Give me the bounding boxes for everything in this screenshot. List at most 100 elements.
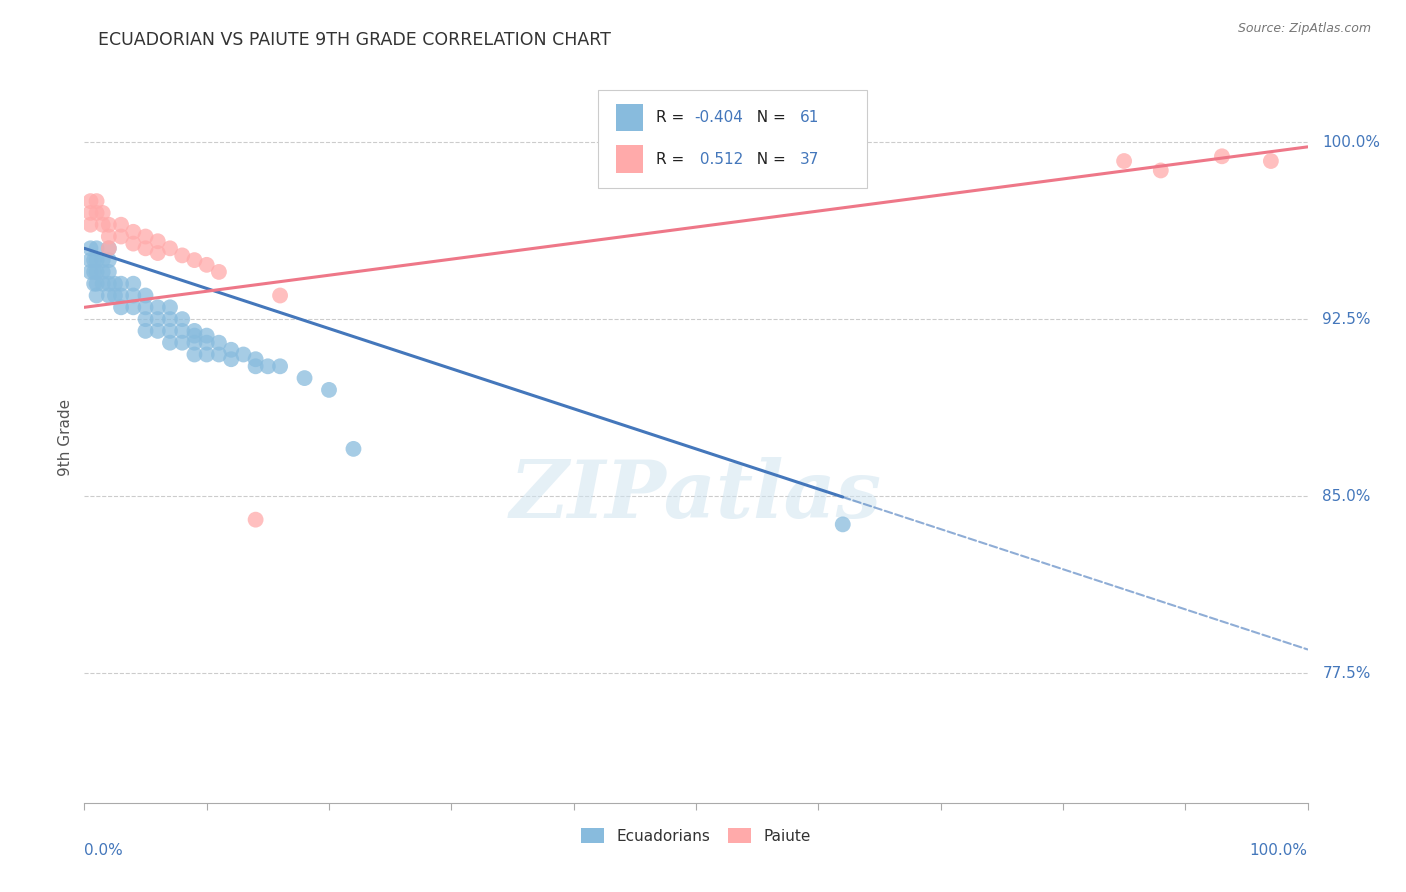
Text: 100.0%: 100.0%	[1322, 135, 1381, 150]
Point	[122, 236, 145, 251]
Text: ECUADORIAN VS PAIUTE 9TH GRADE CORRELATION CHART: ECUADORIAN VS PAIUTE 9TH GRADE CORRELATI…	[98, 31, 612, 49]
Point	[208, 347, 231, 361]
Text: R =: R =	[655, 152, 689, 167]
FancyBboxPatch shape	[616, 145, 644, 173]
Point	[245, 359, 267, 374]
Point	[83, 265, 105, 279]
Point	[110, 301, 132, 315]
Point	[232, 347, 254, 361]
Point	[844, 170, 866, 185]
Point	[86, 206, 108, 220]
Point	[195, 335, 218, 350]
Point	[135, 301, 157, 315]
Point	[91, 277, 114, 291]
Point	[195, 347, 218, 361]
Text: Source: ZipAtlas.com: Source: ZipAtlas.com	[1237, 22, 1371, 36]
Point	[172, 248, 194, 262]
Point	[208, 335, 231, 350]
Point	[135, 324, 157, 338]
Point	[79, 241, 101, 255]
Point	[159, 301, 181, 315]
Point	[734, 163, 756, 178]
Point	[86, 288, 108, 302]
Point	[807, 170, 830, 185]
Point	[172, 324, 194, 338]
Point	[219, 343, 242, 357]
Point	[122, 225, 145, 239]
Point	[79, 265, 101, 279]
Point	[183, 328, 205, 343]
Point	[146, 246, 169, 260]
Point	[86, 253, 108, 268]
Point	[122, 301, 145, 315]
Point	[135, 229, 157, 244]
Point	[1260, 154, 1282, 169]
Point	[79, 194, 101, 208]
Point	[159, 324, 181, 338]
Point	[97, 241, 120, 255]
Point	[269, 288, 291, 302]
Point	[831, 517, 853, 532]
Point	[122, 288, 145, 302]
Point	[172, 312, 194, 326]
Text: -0.404: -0.404	[695, 110, 744, 125]
Point	[79, 218, 101, 232]
Point	[183, 347, 205, 361]
Point	[146, 234, 169, 248]
Point	[208, 265, 231, 279]
Point	[97, 229, 120, 244]
Point	[770, 163, 793, 178]
Point	[135, 312, 157, 326]
Point	[135, 241, 157, 255]
Point	[97, 288, 120, 302]
Point	[159, 312, 181, 326]
Point	[110, 229, 132, 244]
Point	[86, 194, 108, 208]
Point	[122, 277, 145, 291]
Text: 92.5%: 92.5%	[1322, 311, 1371, 326]
Text: 0.0%: 0.0%	[84, 843, 124, 858]
Point	[183, 253, 205, 268]
Point	[97, 277, 120, 291]
Point	[269, 359, 291, 374]
Point	[146, 312, 169, 326]
Point	[104, 277, 127, 291]
Point	[110, 218, 132, 232]
Point	[91, 218, 114, 232]
Text: R =: R =	[655, 110, 689, 125]
Point	[97, 241, 120, 255]
Point	[146, 301, 169, 315]
Point	[1150, 163, 1173, 178]
Point	[135, 288, 157, 302]
Point	[146, 324, 169, 338]
Point	[721, 159, 744, 173]
Point	[219, 352, 242, 367]
Point	[110, 277, 132, 291]
Y-axis label: 9th Grade: 9th Grade	[58, 399, 73, 475]
Point	[1114, 154, 1136, 169]
Point	[86, 277, 108, 291]
FancyBboxPatch shape	[616, 103, 644, 131]
Point	[245, 513, 267, 527]
Point	[747, 170, 769, 185]
Text: N =: N =	[748, 152, 792, 167]
Point	[97, 218, 120, 232]
Text: ZIPatlas: ZIPatlas	[510, 457, 882, 534]
Point	[159, 335, 181, 350]
Point	[79, 253, 101, 268]
Point	[747, 154, 769, 169]
Text: 77.5%: 77.5%	[1322, 665, 1371, 681]
Point	[294, 371, 316, 385]
Point	[86, 241, 108, 255]
Point	[159, 241, 181, 255]
FancyBboxPatch shape	[598, 90, 868, 188]
Point	[318, 383, 340, 397]
Point	[342, 442, 364, 456]
Text: 61: 61	[800, 110, 820, 125]
Point	[195, 328, 218, 343]
Text: 37: 37	[800, 152, 820, 167]
Point	[83, 277, 105, 291]
Point	[91, 265, 114, 279]
Point	[110, 288, 132, 302]
Text: 0.512: 0.512	[695, 152, 742, 167]
